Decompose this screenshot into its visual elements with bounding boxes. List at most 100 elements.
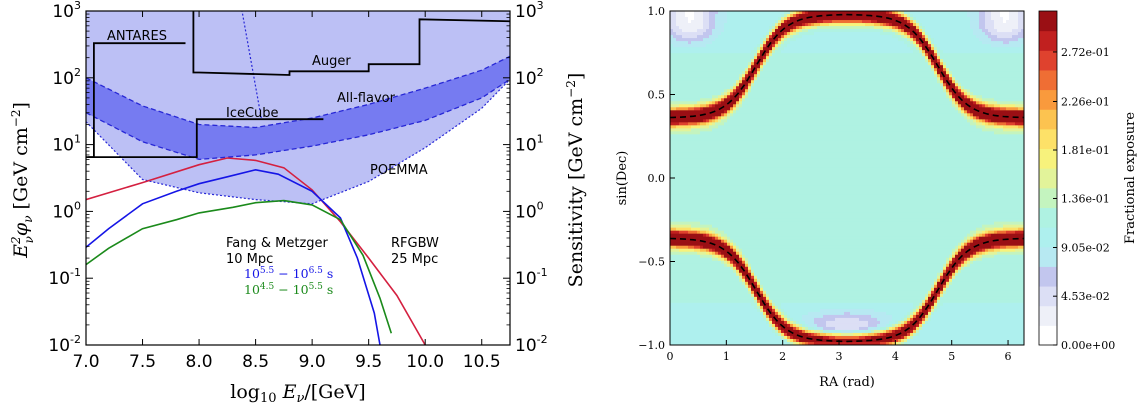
heatmap-cell bbox=[730, 182, 734, 187]
heatmap-cell bbox=[691, 152, 695, 157]
heatmap-cell bbox=[751, 233, 755, 238]
heatmap-cell bbox=[796, 275, 800, 280]
heatmap-cell bbox=[730, 236, 734, 241]
heatmap-cell bbox=[715, 245, 719, 250]
heatmap-cell bbox=[760, 89, 764, 93]
heatmap-cell bbox=[754, 17, 758, 21]
heatmap-cell bbox=[742, 143, 746, 148]
heatmap-cell bbox=[784, 305, 788, 310]
heatmap-cell bbox=[736, 23, 740, 27]
heatmap-cell bbox=[790, 74, 794, 78]
heatmap-cell bbox=[781, 197, 785, 202]
heatmap-cell bbox=[739, 23, 743, 27]
heatmap-cell bbox=[739, 83, 743, 87]
heatmap-cell bbox=[679, 314, 683, 319]
heatmap-cell bbox=[793, 35, 797, 39]
heatmap-cell bbox=[796, 194, 800, 199]
heatmap-cell bbox=[679, 140, 683, 144]
heatmap-cell bbox=[730, 32, 734, 36]
heatmap-cell bbox=[727, 296, 731, 301]
heatmap-cell bbox=[694, 83, 698, 87]
heatmap-cell bbox=[793, 284, 797, 289]
heatmap-cell bbox=[778, 44, 782, 48]
heatmap-cell bbox=[775, 161, 779, 166]
heatmap-cell bbox=[709, 158, 713, 163]
heatmap-cell bbox=[709, 122, 713, 126]
heatmap-cell bbox=[751, 287, 755, 292]
heatmap-cell bbox=[694, 227, 698, 232]
heatmap-cell bbox=[769, 125, 773, 129]
heatmap-cell bbox=[787, 242, 791, 247]
heatmap-cell bbox=[781, 137, 785, 141]
heatmap-cell bbox=[775, 227, 779, 232]
heatmap-cell bbox=[712, 188, 716, 193]
heatmap-cell bbox=[766, 155, 770, 160]
heatmap-cell bbox=[775, 110, 779, 114]
heatmap-cell bbox=[796, 32, 800, 36]
heatmap-cell bbox=[769, 14, 773, 18]
heatmap-cell bbox=[679, 134, 683, 138]
heatmap-cell bbox=[703, 170, 707, 175]
heatmap-cell bbox=[715, 158, 719, 163]
heatmap-cell bbox=[790, 314, 794, 319]
heatmap-cell bbox=[751, 290, 755, 295]
heatmap-cell bbox=[745, 53, 749, 57]
heatmap-cell bbox=[694, 14, 698, 18]
heatmap-cell bbox=[703, 92, 707, 96]
heatmap-cell bbox=[751, 107, 755, 111]
heatmap-cell bbox=[742, 188, 746, 193]
heatmap-cell bbox=[796, 167, 800, 172]
heatmap-cell bbox=[685, 170, 689, 175]
heatmap-cell bbox=[736, 215, 740, 220]
heatmap-cell bbox=[742, 287, 746, 292]
heatmap-cell bbox=[679, 194, 683, 199]
heatmap-cell bbox=[784, 278, 788, 283]
heatmap-cell bbox=[733, 89, 737, 93]
heatmap-cell bbox=[673, 275, 677, 280]
heatmap-cell bbox=[748, 92, 752, 96]
heatmap-cell bbox=[697, 74, 701, 78]
heatmap-cell bbox=[769, 296, 773, 301]
heatmap-cell bbox=[754, 284, 758, 289]
heatmap-cell bbox=[778, 14, 782, 18]
heatmap-cell bbox=[673, 38, 677, 42]
heatmap-cell bbox=[721, 77, 725, 81]
heatmap-cell bbox=[760, 14, 764, 18]
heatmap-cell bbox=[706, 143, 710, 148]
heatmap-cell bbox=[724, 35, 728, 39]
heatmap-cell bbox=[742, 251, 746, 256]
heatmap-cell bbox=[775, 200, 779, 205]
heatmap-cell bbox=[673, 206, 677, 211]
heatmap-cell bbox=[721, 11, 725, 15]
heatmap-cell bbox=[754, 95, 758, 99]
heatmap-cell bbox=[766, 53, 770, 57]
heatmap-cell bbox=[739, 233, 743, 238]
heatmap-cell bbox=[727, 98, 731, 102]
heatmap-cell bbox=[781, 326, 785, 331]
heatmap-cell bbox=[745, 164, 749, 169]
rfgbw-curve bbox=[86, 157, 426, 345]
heatmap-cell bbox=[706, 335, 710, 340]
heatmap-cell bbox=[751, 65, 755, 69]
heatmap-cell bbox=[688, 164, 692, 169]
heatmap-cell bbox=[793, 14, 797, 18]
heatmap-cell bbox=[739, 137, 743, 141]
heatmap-cell bbox=[766, 107, 770, 111]
heatmap-cell bbox=[739, 203, 743, 208]
heatmap-cell bbox=[784, 14, 788, 18]
heatmap-cell bbox=[742, 110, 746, 114]
heatmap-cell bbox=[703, 278, 707, 283]
heatmap-cell bbox=[691, 227, 695, 232]
heatmap-cell bbox=[778, 260, 782, 265]
heatmap-cell bbox=[670, 203, 674, 208]
heatmap-cell bbox=[796, 98, 800, 102]
heatmap-cell bbox=[694, 158, 698, 163]
heatmap-cell bbox=[733, 287, 737, 292]
heatmap-cell bbox=[730, 68, 734, 72]
heatmap-cell bbox=[724, 182, 728, 187]
heatmap-cell bbox=[727, 17, 731, 21]
heatmap-cell bbox=[760, 131, 764, 135]
heatmap-cell bbox=[736, 290, 740, 295]
heatmap-cell bbox=[694, 197, 698, 202]
heatmap-cell bbox=[748, 14, 752, 18]
